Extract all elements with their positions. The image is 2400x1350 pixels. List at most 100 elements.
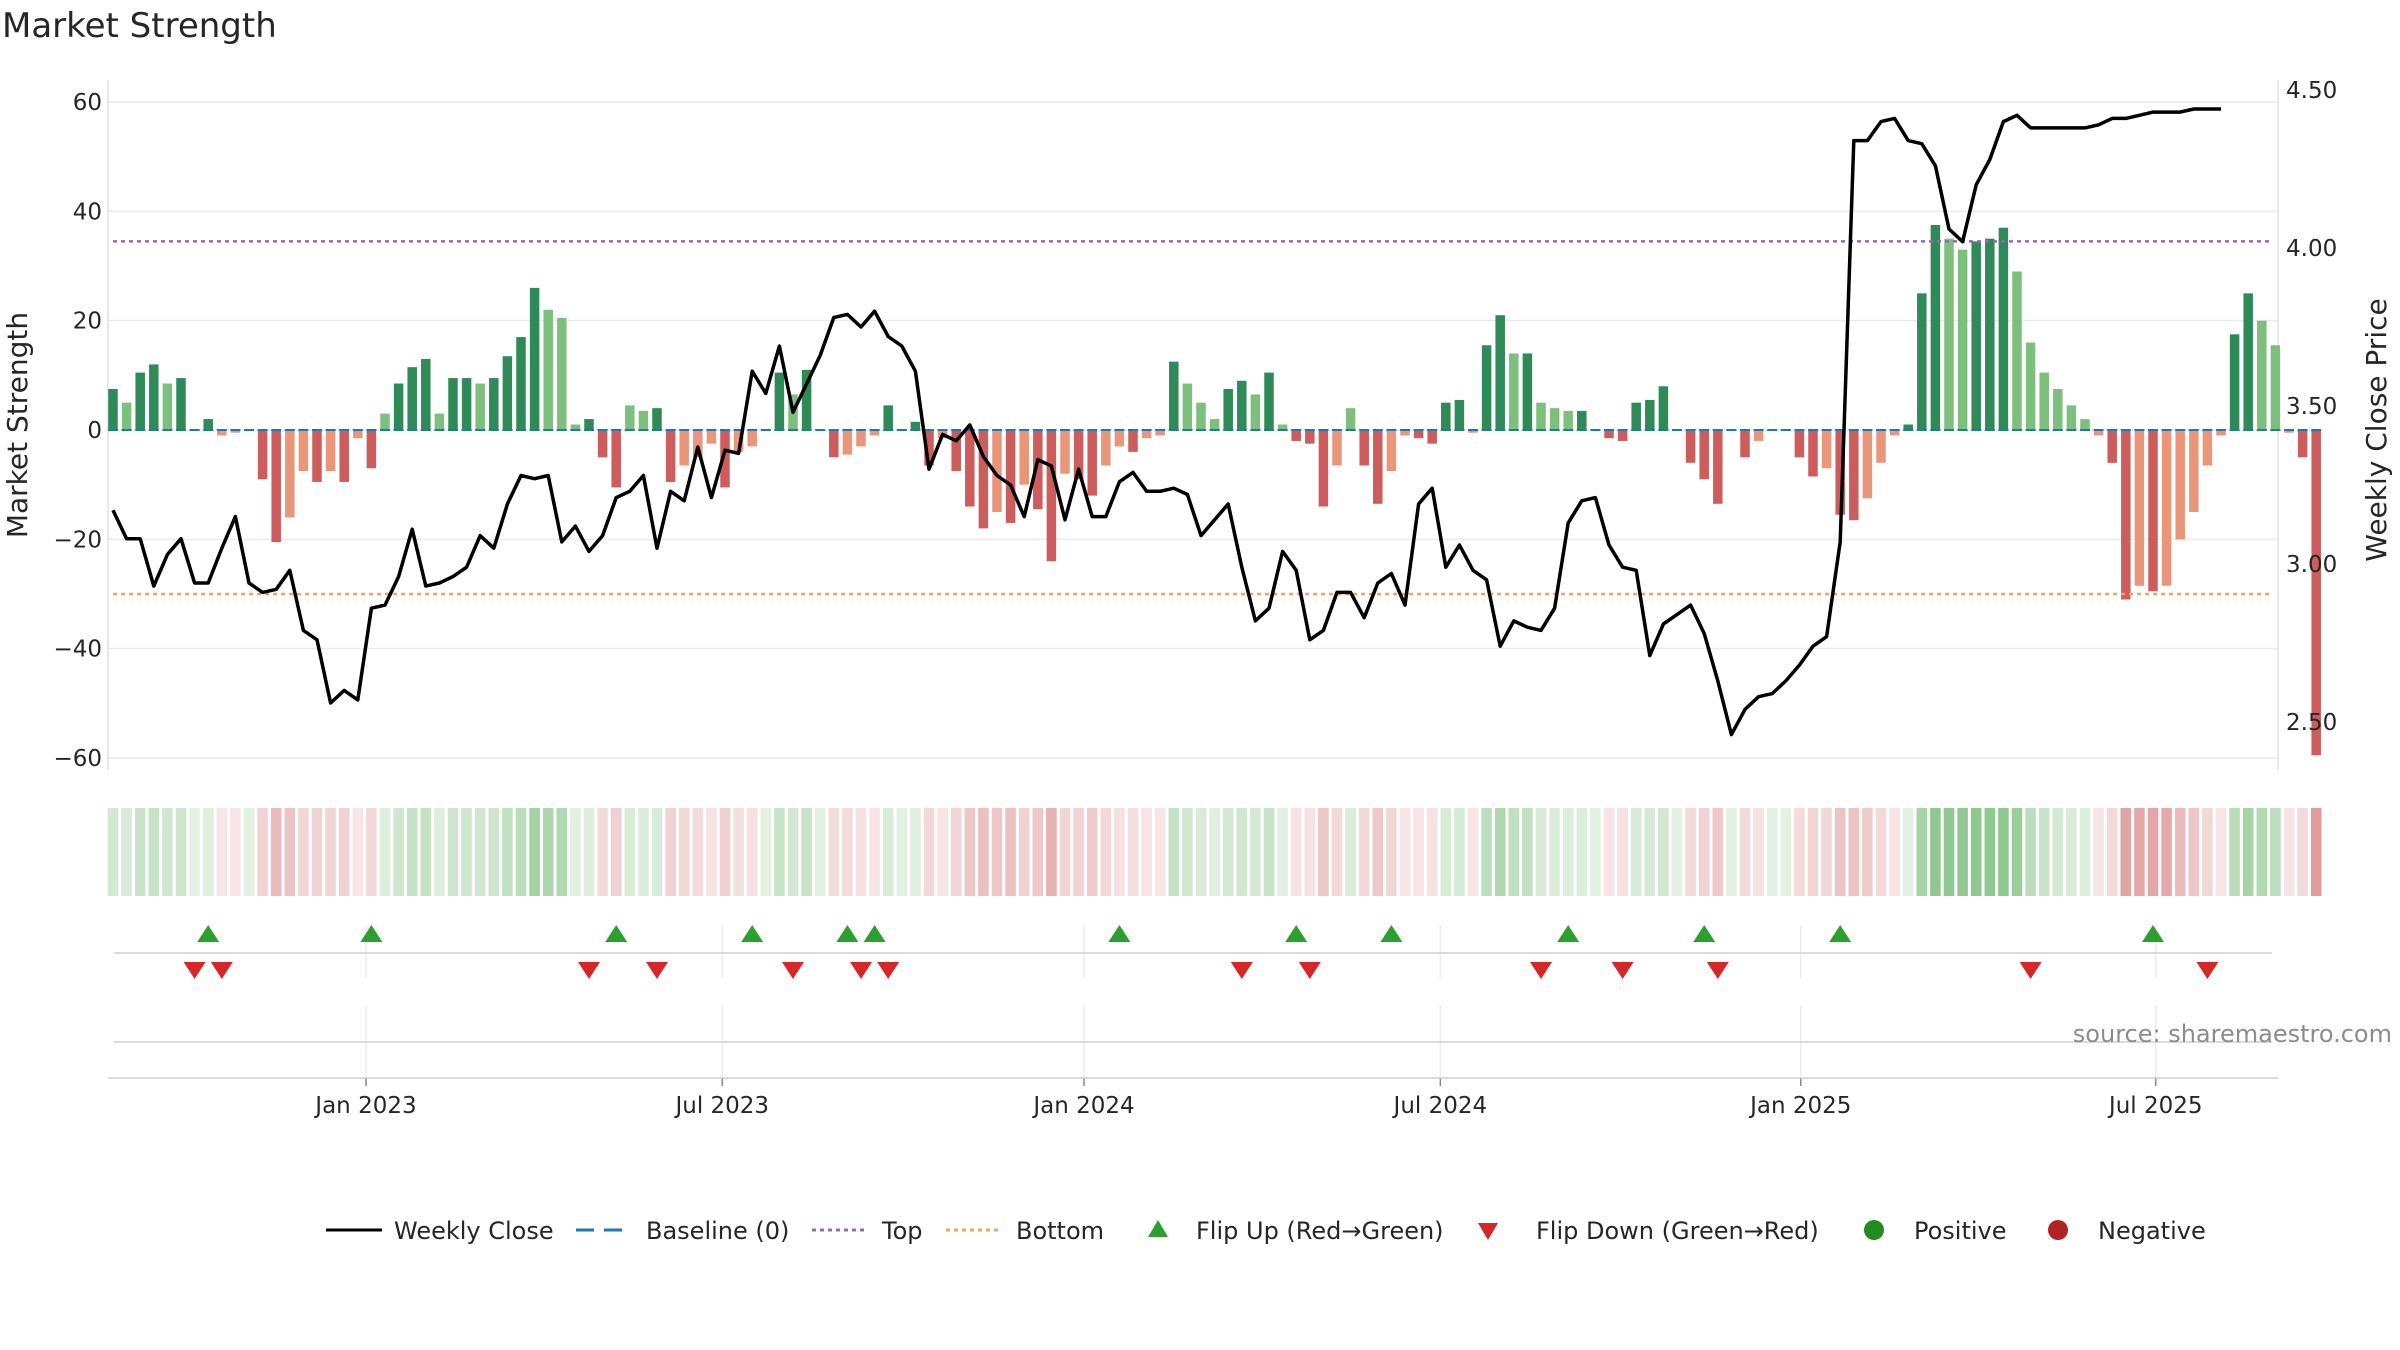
strength-bar bbox=[1876, 430, 1886, 463]
regime-cell bbox=[733, 808, 744, 896]
regime-cell bbox=[529, 808, 540, 896]
regime-cell bbox=[1467, 808, 1479, 896]
flip-markers bbox=[108, 925, 2278, 1079]
strength-bar bbox=[1998, 227, 2009, 430]
strength-bar bbox=[121, 402, 132, 430]
regime-cell bbox=[1127, 808, 1139, 896]
strength-bar bbox=[2284, 430, 2294, 433]
strength-bar bbox=[1468, 430, 1478, 433]
strength-bar bbox=[2216, 430, 2226, 436]
strength-bar bbox=[448, 378, 458, 430]
strength-bar bbox=[1944, 238, 1954, 430]
regime-cell bbox=[2093, 808, 2104, 896]
regime-cell bbox=[420, 808, 432, 896]
regime-cell bbox=[1182, 808, 1193, 896]
strength-bar bbox=[1740, 430, 1750, 458]
regime-cell bbox=[678, 808, 690, 896]
strength-bar bbox=[366, 430, 377, 469]
strength-bar bbox=[1454, 399, 1465, 430]
flip-up-icon bbox=[1148, 1220, 1168, 1237]
strength-bar bbox=[951, 430, 961, 471]
regime-cell bbox=[2025, 808, 2036, 896]
regime-cell bbox=[1494, 808, 1506, 896]
regime-cell bbox=[1454, 808, 1465, 896]
regime-cell bbox=[610, 808, 622, 896]
regime-cell bbox=[284, 808, 296, 896]
regime-cell bbox=[869, 808, 880, 896]
regime-cell bbox=[515, 808, 527, 896]
regime-cell bbox=[950, 808, 962, 896]
regime-cell bbox=[1644, 808, 1656, 896]
y-tick-label-left: 60 bbox=[73, 90, 102, 116]
regime-cell bbox=[801, 808, 812, 896]
grid-layer bbox=[107, 80, 2279, 1086]
regime-cell bbox=[1943, 808, 1955, 896]
regime-cell bbox=[706, 808, 717, 896]
strength-bar bbox=[1019, 430, 1029, 485]
strength-bar bbox=[1645, 399, 1655, 430]
strength-bar bbox=[1509, 353, 1519, 430]
strength-bar bbox=[1223, 389, 1233, 430]
strength-bar bbox=[1617, 430, 1628, 441]
strength-bar bbox=[1114, 430, 1125, 447]
regime-cell bbox=[1590, 808, 1601, 896]
weekly-close-line bbox=[111, 107, 2221, 737]
regime-cell bbox=[556, 808, 568, 896]
regime-cell bbox=[2120, 808, 2132, 896]
regime-cell bbox=[216, 808, 228, 896]
regime-cell bbox=[1141, 808, 1152, 896]
flip-down-marker bbox=[2019, 962, 2042, 979]
strength-bar bbox=[1277, 424, 1288, 430]
regime-cell bbox=[2202, 808, 2213, 896]
regime-cell bbox=[774, 808, 785, 896]
strength-bar bbox=[1849, 430, 1859, 521]
strength-bar bbox=[475, 383, 485, 430]
strength-bar bbox=[543, 309, 553, 430]
regime-cell bbox=[746, 808, 758, 896]
strength-bar bbox=[706, 430, 717, 444]
regime-cell bbox=[1086, 808, 1098, 896]
strength-bar bbox=[2107, 430, 2117, 463]
strength-bar bbox=[1413, 430, 1424, 439]
strength-bar bbox=[2175, 430, 2185, 540]
strength-bar bbox=[2161, 430, 2172, 586]
regime-cell bbox=[651, 808, 663, 896]
regime-cell bbox=[1195, 808, 1207, 896]
legend-item-flip-down: Flip Down (Green→Red) bbox=[1478, 1217, 1819, 1245]
regime-cell bbox=[1617, 808, 1628, 896]
strength-bar bbox=[298, 430, 309, 471]
flip-down-marker bbox=[877, 962, 900, 979]
strength-bar bbox=[2202, 430, 2213, 466]
strength-bar bbox=[380, 413, 390, 430]
regime-cell bbox=[1984, 808, 1996, 896]
regime-cell bbox=[1481, 808, 1492, 896]
strength-bar bbox=[135, 372, 145, 430]
flip-up-marker bbox=[741, 925, 764, 942]
positive-dot-icon bbox=[1864, 1220, 1884, 1240]
regime-cell bbox=[243, 808, 255, 896]
flip-up-marker bbox=[1108, 925, 1131, 942]
regime-cell bbox=[1114, 808, 1125, 896]
strength-bar bbox=[1250, 394, 1261, 430]
x-tick-label: Jul 2024 bbox=[1392, 1093, 1488, 1119]
regime-cell bbox=[855, 808, 867, 896]
strength-bar bbox=[2080, 419, 2090, 430]
regime-cell bbox=[1685, 808, 1696, 896]
strength-bar bbox=[1917, 293, 1927, 430]
regime-cell bbox=[978, 808, 989, 896]
strength-bar bbox=[747, 430, 757, 447]
strength-bar bbox=[1359, 430, 1369, 466]
regime-cell bbox=[1250, 808, 1261, 896]
flip-up-marker bbox=[197, 925, 220, 942]
strength-bar bbox=[2148, 430, 2158, 592]
legend-item-weekly-close: Weekly Close bbox=[326, 1217, 554, 1245]
strength-bar bbox=[1495, 315, 1505, 430]
regime-cell bbox=[1345, 808, 1356, 896]
regime-cell bbox=[447, 808, 459, 896]
strength-bar bbox=[1155, 430, 1165, 436]
regime-cell bbox=[2215, 808, 2227, 896]
strength-bar bbox=[1073, 430, 1084, 480]
regime-cell bbox=[882, 808, 894, 896]
regime-cell bbox=[1032, 808, 1044, 896]
strength-bar bbox=[638, 410, 649, 430]
